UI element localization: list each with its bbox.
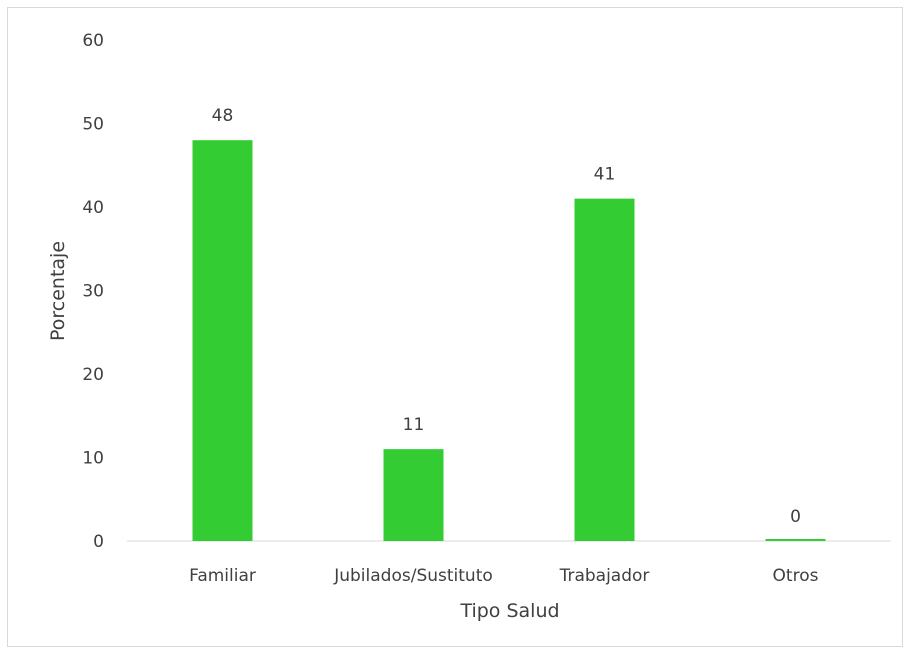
y-axis-title: Porcentaje xyxy=(47,241,69,341)
bars xyxy=(192,140,826,541)
bar-data-label: 41 xyxy=(594,165,616,185)
y-tick-label: 40 xyxy=(82,198,104,218)
y-tick-label: 20 xyxy=(82,365,104,385)
y-tick-label: 30 xyxy=(82,282,104,302)
bar xyxy=(192,140,253,541)
y-axis-ticks: 0 10 20 30 40 50 60 xyxy=(82,31,104,552)
bar-data-label: 0 xyxy=(790,507,801,527)
bar xyxy=(383,449,444,541)
y-tick-label: 0 xyxy=(93,532,104,552)
x-tick-label: Familiar xyxy=(189,566,256,586)
bar-data-label: 48 xyxy=(212,106,234,126)
x-tick-label: Otros xyxy=(773,566,819,586)
bar-data-label: 11 xyxy=(403,415,425,435)
x-axis-title: Tipo Salud xyxy=(459,600,559,622)
x-tick-label: Jubilados/Sustituto xyxy=(333,566,493,586)
bar xyxy=(765,539,826,541)
bar xyxy=(574,198,635,541)
y-tick-label: 50 xyxy=(82,115,104,135)
y-tick-label: 10 xyxy=(82,449,104,469)
x-axis-ticks: Familiar Jubilados/Sustituto Trabajador Otr… xyxy=(189,566,818,586)
chart-frame xyxy=(7,7,903,647)
y-tick-label: 60 xyxy=(82,31,104,51)
data-labels: 48 11 41 0 xyxy=(212,106,801,527)
x-tick-label: Trabajador xyxy=(559,566,650,586)
